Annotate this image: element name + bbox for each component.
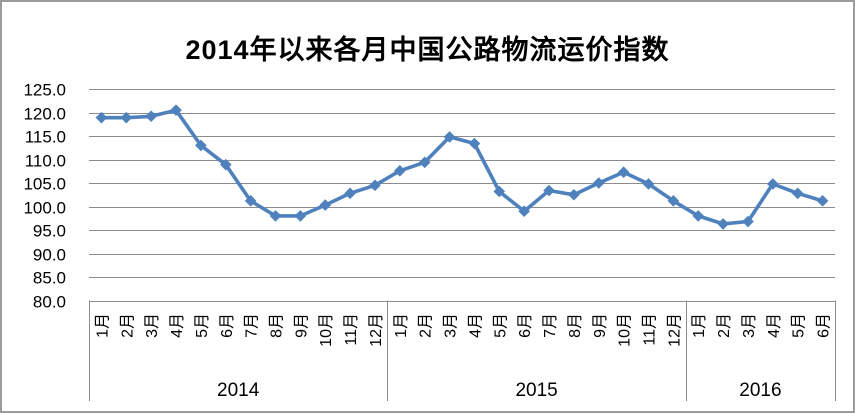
x-axis-month-label: 11月 [642,313,659,346]
data-point-marker [617,166,630,178]
y-axis-tick-label: 80.0 [33,293,66,312]
y-axis-tick-label: 95.0 [33,222,66,241]
data-point-marker [195,139,207,152]
x-axis-month-label: 12月 [368,313,385,347]
data-series-line [99,108,825,226]
data-point-marker [269,210,282,222]
x-axis-month-label: 1月 [94,313,111,338]
x-axis-year-label: 2015 [515,380,557,401]
chart-title: 2014年以来各月中国公路物流运价指数 [185,35,670,65]
x-axis-year-label: 2016 [739,380,781,401]
x-axis-month-label: 5月 [492,313,509,338]
data-point-marker [816,195,829,207]
data-point-marker [418,156,431,169]
data-point-marker [369,179,381,192]
data-point-marker [443,131,456,143]
y-axis-tick-label: 115.0 [25,128,66,147]
y-axis-tick-label: 120.0 [23,105,66,124]
data-point-marker [692,210,705,222]
x-axis-month-label: 3月 [144,313,161,338]
data-point-marker [667,195,680,207]
y-axis-tick-label: 100.0 [23,199,66,218]
x-axis-month-label: 2月 [418,313,435,338]
data-point-marker [543,184,555,197]
x-axis-month-label: 5月 [791,313,808,338]
data-point-marker [518,205,530,217]
data-point-marker [394,164,406,177]
x-axis-month-label: 6月 [816,313,833,338]
x-axis-month-label: 10月 [617,313,634,347]
x-axis-month-label: 9月 [293,313,310,338]
data-point-marker [767,178,779,190]
x-axis-month-label: 5月 [194,313,211,338]
x-axis-month-label: 7月 [244,313,261,338]
x-axis-month-label: 10月 [318,313,335,347]
x-axis-month-label: 2月 [716,313,733,338]
x-axis-month-label: 8月 [567,313,584,338]
y-axis-tick-label: 90.0 [33,246,66,265]
x-axis-month-label: 6月 [219,313,236,338]
data-point-marker [642,178,655,190]
y-axis-tick-label: 85.0 [33,269,66,288]
x-axis-month-label: 1月 [691,313,708,338]
x-axis-month-label: 1月 [393,313,410,338]
data-point-marker [344,187,356,200]
data-point-marker [493,185,506,198]
data-point-marker [244,195,257,207]
data-point-marker [742,215,754,228]
y-axis-tick-label: 110.0 [25,152,66,171]
data-point-marker [95,111,108,124]
data-point-marker [319,199,332,211]
data-point-marker [791,187,804,200]
data-point-marker [170,104,182,116]
x-axis-month-label: 9月 [592,313,609,338]
x-axis-month-label: 4月 [169,313,186,338]
data-point-marker [592,177,605,189]
data-point-marker [468,137,481,150]
data-point-marker [145,110,157,123]
x-axis-month-label: 11月 [343,313,360,346]
x-axis-year-label: 2014 [217,380,260,401]
data-point-marker [568,188,580,201]
data-point-marker [717,218,729,230]
x-axis-month-label: 12月 [666,313,683,347]
x-axis-month-label: 8月 [269,313,286,338]
x-axis-month-label: 3月 [443,313,460,338]
data-point-marker [294,210,307,222]
x-axis-month-label: 3月 [741,313,758,338]
y-axis-tick-label: 125.0 [23,81,66,100]
x-axis-month-label: 4月 [467,313,484,338]
x-axis-month-label: 7月 [542,313,559,338]
x-axis-month-label: 4月 [766,313,783,338]
x-axis-month-label: 6月 [517,313,534,338]
x-axis-month-label: 2月 [119,313,136,338]
data-point-marker [219,158,232,171]
y-axis-tick-label: 105.0 [23,175,66,194]
